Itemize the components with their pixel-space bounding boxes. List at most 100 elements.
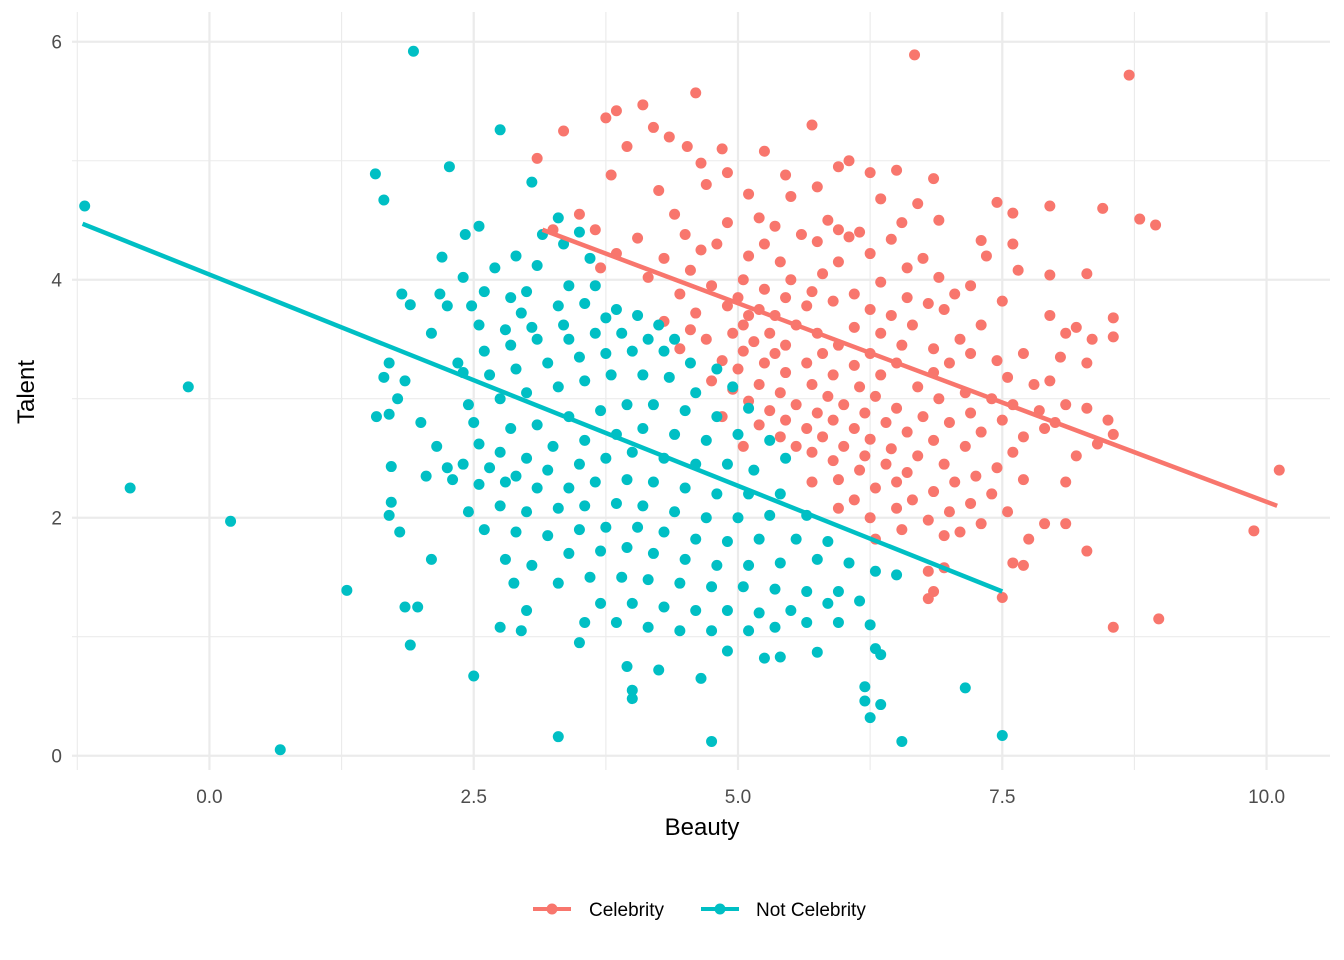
point-not-celebrity — [616, 571, 628, 583]
point-celebrity — [1017, 348, 1029, 360]
point-not-celebrity — [494, 621, 506, 633]
point-celebrity — [780, 292, 792, 304]
point-celebrity — [711, 238, 723, 250]
point-celebrity — [965, 497, 977, 509]
point-celebrity — [531, 152, 543, 164]
point-celebrity — [854, 464, 866, 476]
point-celebrity — [785, 190, 797, 202]
point-not-celebrity — [621, 474, 633, 486]
point-celebrity — [943, 417, 955, 429]
point-celebrity — [758, 357, 770, 369]
point-not-celebrity — [378, 194, 390, 206]
point-celebrity — [1134, 213, 1146, 225]
point-not-celebrity — [579, 500, 591, 512]
point-not-celebrity — [484, 369, 496, 381]
point-not-celebrity — [700, 434, 712, 446]
point-celebrity — [838, 440, 850, 452]
point-celebrity — [885, 233, 897, 245]
point-not-celebrity — [392, 393, 404, 405]
point-celebrity — [653, 184, 665, 196]
point-not-celebrity — [589, 327, 601, 339]
point-not-celebrity — [626, 345, 638, 357]
point-celebrity — [827, 455, 839, 467]
point-celebrity — [1107, 621, 1119, 633]
point-not-celebrity — [341, 584, 353, 596]
point-not-celebrity — [891, 569, 903, 581]
point-celebrity — [848, 288, 860, 300]
point-celebrity — [1123, 69, 1135, 81]
point-celebrity — [949, 288, 961, 300]
point-not-celebrity — [462, 399, 474, 411]
point-celebrity — [864, 433, 876, 445]
point-not-celebrity — [774, 651, 786, 663]
legend-key-point-not-celebrity — [714, 903, 726, 915]
point-not-celebrity — [859, 695, 871, 707]
point-not-celebrity — [510, 526, 522, 538]
point-not-celebrity — [679, 482, 691, 494]
point-celebrity — [674, 288, 686, 300]
point-celebrity — [1002, 506, 1014, 518]
y-tick-label: 6 — [51, 33, 62, 54]
point-celebrity — [769, 348, 781, 360]
point-not-celebrity — [869, 565, 881, 577]
point-celebrity — [758, 145, 770, 157]
point-celebrity — [632, 232, 644, 244]
point-not-celebrity — [832, 586, 844, 598]
point-celebrity — [880, 458, 892, 470]
point-not-celebrity — [801, 616, 813, 628]
point-not-celebrity — [499, 553, 511, 565]
point-not-celebrity — [369, 168, 381, 180]
point-celebrity — [970, 470, 982, 482]
point-not-celebrity — [494, 500, 506, 512]
point-not-celebrity — [531, 482, 543, 494]
point-not-celebrity — [727, 381, 739, 393]
point-celebrity — [1081, 402, 1093, 414]
point-celebrity — [965, 280, 977, 292]
point-not-celebrity — [394, 526, 406, 538]
point-not-celebrity — [412, 601, 424, 613]
point-celebrity — [780, 169, 792, 181]
point-not-celebrity — [896, 735, 908, 747]
point-not-celebrity — [579, 298, 591, 310]
point-not-celebrity — [632, 521, 644, 533]
point-celebrity — [621, 140, 633, 152]
point-not-celebrity — [595, 405, 607, 417]
point-celebrity — [758, 283, 770, 295]
point-celebrity — [891, 476, 903, 488]
point-celebrity — [595, 262, 607, 274]
point-not-celebrity — [764, 434, 776, 446]
point-celebrity — [906, 319, 918, 331]
legend-key-point-celebrity — [546, 903, 558, 915]
point-celebrity — [1044, 200, 1056, 212]
point-not-celebrity — [552, 731, 564, 743]
point-not-celebrity — [573, 351, 585, 363]
point-not-celebrity — [706, 735, 718, 747]
point-not-celebrity — [621, 541, 633, 553]
point-celebrity — [1054, 351, 1066, 363]
point-not-celebrity — [721, 645, 733, 657]
point-celebrity — [817, 431, 829, 443]
x-tick-label: 0.0 — [196, 787, 222, 808]
point-celebrity — [1150, 219, 1162, 231]
point-celebrity — [1007, 557, 1019, 569]
point-not-celebrity — [822, 536, 834, 548]
point-not-celebrity — [542, 530, 554, 542]
point-celebrity — [806, 446, 818, 458]
point-celebrity — [758, 238, 770, 250]
point-not-celebrity — [552, 212, 564, 224]
point-celebrity — [780, 367, 792, 379]
point-celebrity — [880, 417, 892, 429]
point-not-celebrity — [875, 699, 887, 711]
point-not-celebrity — [563, 547, 575, 559]
point-not-celebrity — [669, 333, 681, 345]
point-celebrity — [642, 271, 654, 283]
point-not-celebrity — [505, 292, 517, 304]
point-celebrity — [975, 319, 987, 331]
point-not-celebrity — [859, 681, 871, 693]
point-not-celebrity — [610, 497, 622, 509]
x-axis-title: Beauty — [665, 814, 740, 841]
x-tick-label: 10.0 — [1248, 787, 1285, 808]
point-not-celebrity — [875, 649, 887, 661]
point-celebrity — [801, 357, 813, 369]
point-celebrity — [679, 229, 691, 241]
